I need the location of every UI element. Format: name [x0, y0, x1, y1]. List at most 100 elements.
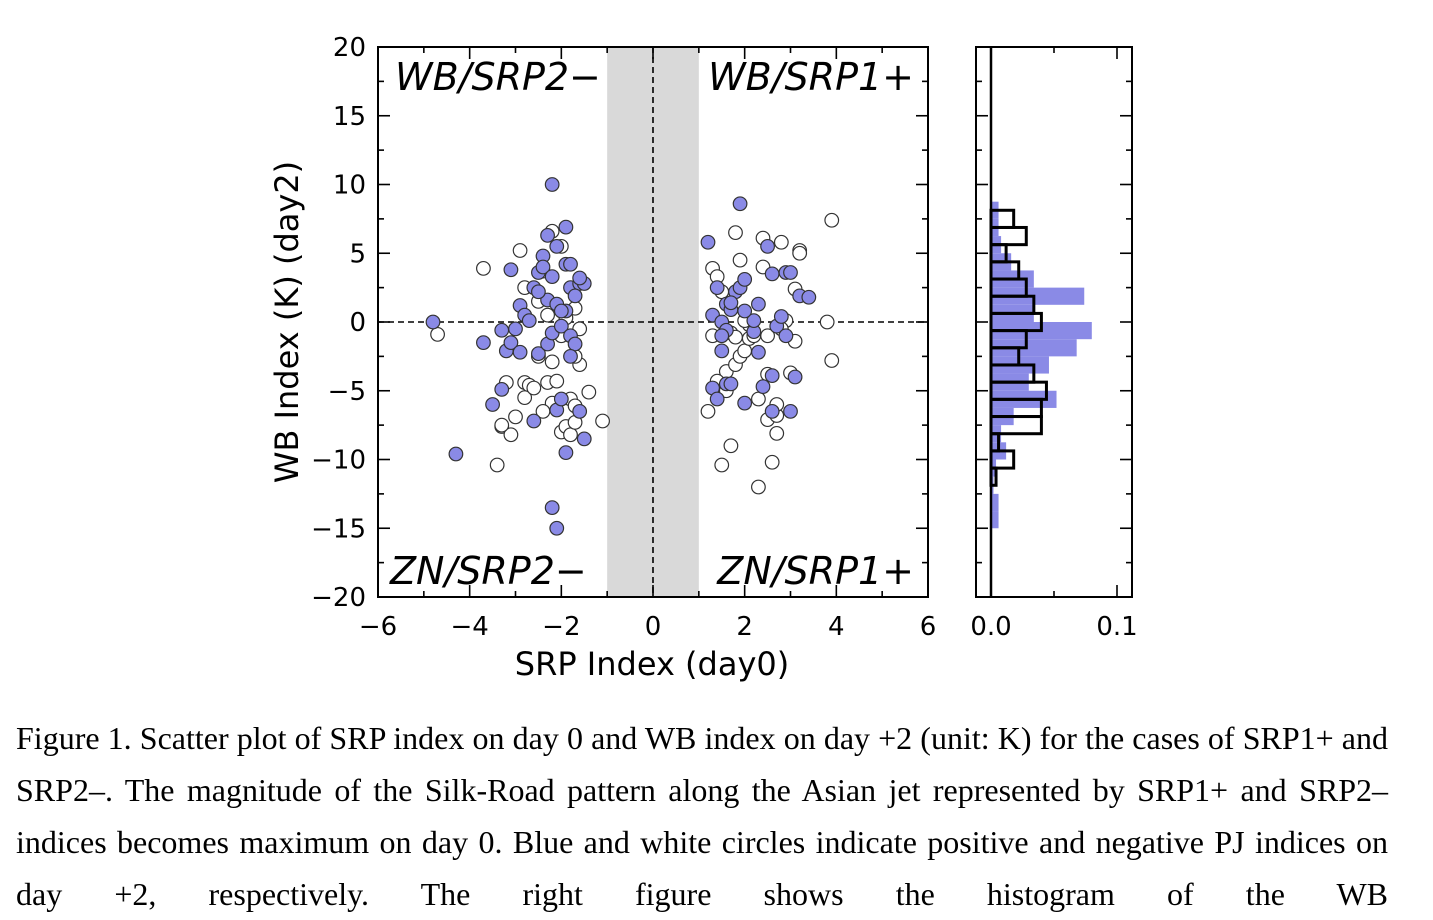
blue-point	[709, 280, 725, 296]
blue-point	[764, 368, 780, 384]
white-point	[494, 417, 510, 433]
x-tick-label: 6	[920, 612, 937, 642]
blue-point	[526, 413, 542, 429]
blue-point	[773, 309, 789, 324]
blue-point	[544, 269, 560, 285]
white-point	[544, 354, 560, 370]
blue-point	[751, 296, 766, 312]
quadrant-label-top-right: WB/SRP1+	[708, 55, 914, 99]
white-point	[751, 391, 766, 407]
x-tick-label: −2	[542, 612, 580, 642]
blue-point	[553, 391, 569, 407]
white-point	[792, 245, 808, 261]
white-point	[517, 390, 533, 406]
quadrant-label-bottom-left: ZN/SRP2−	[389, 549, 587, 593]
blue-point	[512, 344, 528, 360]
blue-point	[760, 238, 775, 254]
blue-point	[732, 196, 748, 212]
y-tick-label: 15	[333, 102, 366, 132]
blue-point	[751, 344, 766, 360]
blue-point	[544, 177, 560, 192]
blue-point	[801, 289, 817, 305]
blue-point	[700, 234, 716, 250]
white-point	[723, 438, 739, 454]
blue-point	[494, 322, 510, 338]
blue-point	[558, 219, 574, 235]
blue-point	[709, 391, 725, 407]
y-tick-label: −15	[311, 514, 366, 544]
blue-point	[778, 328, 794, 344]
white-point	[512, 243, 528, 258]
blue-point	[503, 262, 519, 278]
blue-point	[540, 227, 555, 243]
y-tick-label: 5	[349, 239, 366, 269]
blue-point	[563, 348, 578, 364]
x-tick-label: 4	[828, 612, 845, 642]
blue-point	[535, 259, 551, 275]
x-tick-label: −4	[451, 612, 489, 642]
scatter-plot-frame	[377, 46, 929, 598]
white-point	[773, 234, 789, 250]
blue-point	[476, 335, 491, 351]
blue-point	[485, 397, 500, 412]
histogram-frame	[975, 46, 1133, 598]
y-tick-label: −5	[328, 377, 366, 407]
histogram-filled-bar	[991, 339, 1077, 357]
blue-point	[737, 395, 753, 411]
blue-point	[746, 313, 762, 329]
blue-point	[558, 445, 574, 461]
blue-point	[576, 431, 592, 447]
blue-point	[549, 520, 565, 536]
blue-point	[521, 313, 537, 329]
white-point	[700, 403, 716, 419]
quadrant-label-top-left: WB/SRP2−	[395, 55, 601, 99]
y-tick-label: 20	[333, 33, 366, 63]
x-axis-title: SRP Index (day0)	[515, 645, 789, 683]
histogram-filled-bar	[991, 287, 1085, 305]
white-point	[581, 384, 597, 400]
blue-point	[503, 335, 519, 351]
white-point	[714, 457, 730, 473]
blue-point	[723, 376, 739, 392]
blue-point	[553, 303, 569, 319]
white-point	[563, 427, 578, 443]
blue-point	[714, 343, 730, 359]
blue-point	[544, 500, 560, 516]
white-point	[526, 380, 542, 396]
x-tick-label: −6	[359, 612, 397, 642]
white-point	[764, 454, 780, 470]
quadrant-label-bottom-right: ZN/SRP1+	[716, 549, 914, 593]
blue-point	[572, 270, 588, 286]
blue-point	[531, 346, 546, 362]
blue-point	[755, 379, 771, 395]
white-point	[489, 457, 505, 473]
x-tick-label: 2	[736, 612, 753, 642]
blue-point	[572, 403, 588, 419]
white-point	[819, 314, 835, 330]
white-point	[430, 326, 445, 342]
y-tick-label: −10	[311, 446, 366, 476]
blue-point	[563, 256, 578, 272]
white-point	[503, 427, 519, 443]
histogram-x-tick-label: 0.1	[1096, 612, 1137, 642]
y-axis-title: WB Index (K) (day2)	[268, 161, 306, 483]
blue-point	[723, 295, 739, 311]
white-point	[737, 343, 753, 359]
blue-point	[714, 328, 730, 344]
white-point	[508, 409, 523, 425]
blue-point-series	[425, 177, 817, 536]
histogram-filled-bar	[991, 493, 999, 512]
blue-point	[737, 303, 753, 319]
histogram-filled-bar	[991, 511, 999, 529]
blue-point	[567, 288, 583, 304]
blue-point	[783, 265, 798, 280]
blue-point	[448, 446, 464, 462]
y-tick-label: 10	[333, 171, 366, 201]
histogram-x-tick-label: 0.0	[970, 612, 1011, 642]
white-point	[476, 260, 491, 276]
blue-point	[549, 238, 565, 254]
blue-point	[764, 403, 780, 419]
